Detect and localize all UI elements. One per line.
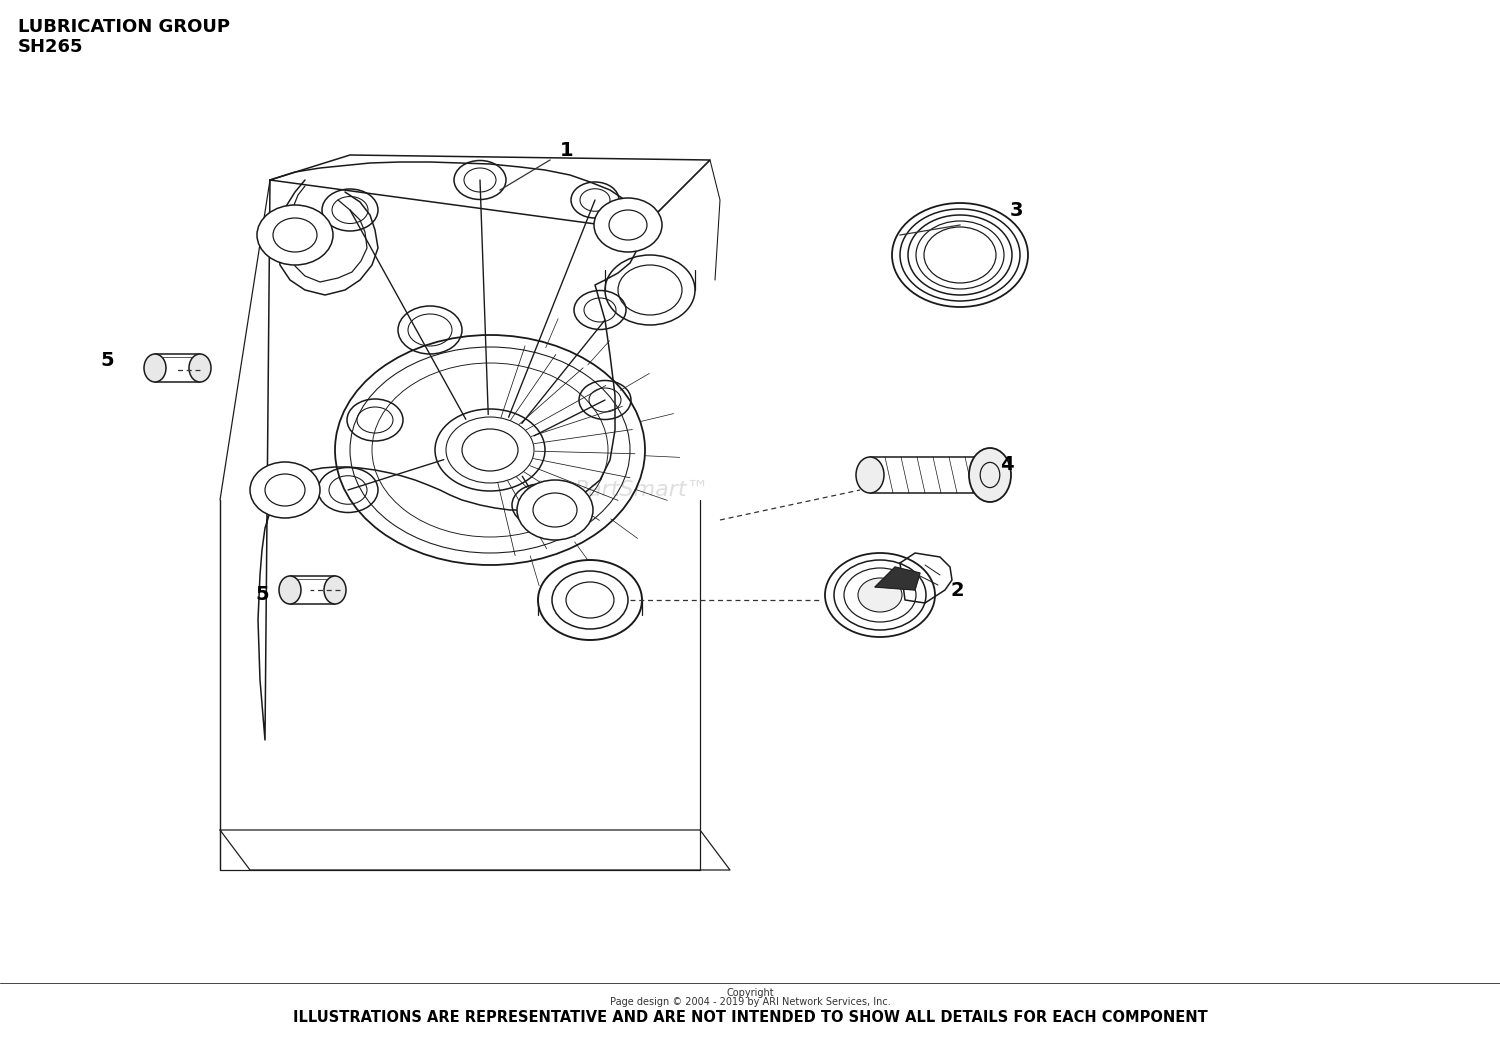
Text: 3: 3	[1010, 201, 1023, 220]
Ellipse shape	[552, 571, 628, 629]
Text: LUBRICATION GROUP: LUBRICATION GROUP	[18, 18, 229, 36]
Ellipse shape	[609, 210, 646, 240]
Text: SH265: SH265	[18, 38, 84, 56]
Ellipse shape	[594, 198, 662, 252]
Ellipse shape	[189, 354, 211, 382]
Ellipse shape	[324, 576, 346, 604]
Ellipse shape	[256, 205, 333, 265]
Ellipse shape	[251, 462, 320, 518]
Ellipse shape	[858, 578, 901, 612]
Ellipse shape	[279, 576, 302, 604]
Ellipse shape	[856, 457, 883, 493]
Ellipse shape	[825, 553, 934, 637]
Ellipse shape	[538, 560, 642, 640]
Text: 5: 5	[100, 350, 114, 369]
Text: Copyright: Copyright	[726, 988, 774, 998]
Text: ARI PartSmart™: ARI PartSmart™	[531, 480, 710, 500]
Text: Page design © 2004 - 2019 by ARI Network Services, Inc.: Page design © 2004 - 2019 by ARI Network…	[609, 997, 891, 1007]
Ellipse shape	[892, 203, 1028, 306]
Text: 4: 4	[1000, 455, 1014, 475]
Text: ILLUSTRATIONS ARE REPRESENTATIVE AND ARE NOT INTENDED TO SHOW ALL DETAILS FOR EA: ILLUSTRATIONS ARE REPRESENTATIVE AND ARE…	[292, 1010, 1208, 1025]
Text: 5: 5	[255, 586, 268, 605]
Text: 1: 1	[560, 140, 573, 159]
Ellipse shape	[518, 480, 593, 540]
Ellipse shape	[969, 448, 1011, 502]
Ellipse shape	[532, 493, 578, 527]
Ellipse shape	[932, 234, 988, 276]
Ellipse shape	[273, 218, 316, 252]
Text: 2: 2	[950, 581, 963, 599]
Ellipse shape	[266, 474, 305, 506]
Ellipse shape	[144, 354, 166, 382]
Ellipse shape	[566, 582, 614, 618]
Polygon shape	[874, 567, 920, 590]
